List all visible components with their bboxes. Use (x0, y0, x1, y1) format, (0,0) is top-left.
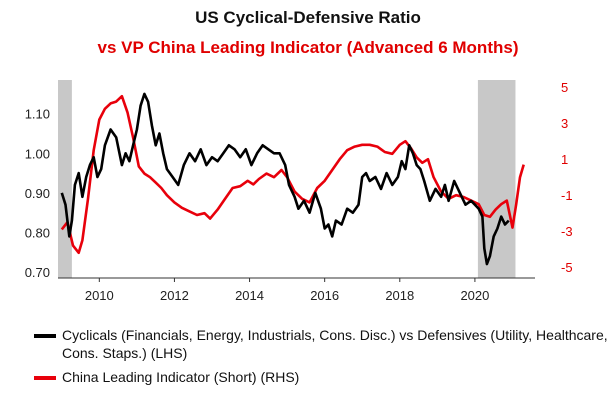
y-left-tick-label: 0.90 (25, 186, 50, 201)
shaded-period-0 (58, 80, 72, 278)
y-right-tick-label: -1 (561, 188, 573, 203)
chart-axes: 0.70 0.80 0.90 1.00 1.10 -5 -3 -1 1 3 5 2010 2012 201… (25, 80, 573, 303)
chart-subtitle: vs VP China Leading Indicator (Advanced … (97, 38, 519, 57)
legend-label-cyclicals: Cyclicals (Financials, Energy, Industria… (62, 327, 608, 361)
legend-item-cyclicals: Cyclicals (Financials, Energy, Industria… (34, 326, 616, 362)
series-line-china (60, 94, 525, 255)
x-tick-label: 2012 (160, 288, 189, 303)
y-right-tick-label: 5 (561, 80, 568, 95)
y-left-tick-label: 1.10 (25, 107, 50, 122)
y-left-tick-label: 0.80 (25, 225, 50, 240)
x-tick-label: 2014 (235, 288, 264, 303)
y-left-tick-label: 1.00 (25, 146, 50, 161)
y-right-tick-label: 1 (561, 152, 568, 167)
chart-legend: Cyclicals (Financials, Energy, Industria… (34, 326, 616, 386)
x-tick-label: 2020 (460, 288, 489, 303)
legend-swatch-cyclicals (34, 334, 56, 338)
legend-item-china: China Leading Indicator (Short) (RHS) (34, 368, 616, 386)
x-tick-label: 2010 (85, 288, 114, 303)
legend-swatch-china (34, 376, 56, 380)
y-left-tick-label: 0.70 (25, 265, 50, 280)
y-right-tick-label: 3 (561, 116, 568, 131)
chart-title: US Cyclical-Defensive Ratio (195, 8, 421, 27)
legend-label-china: China Leading Indicator (Short) (RHS) (62, 369, 300, 385)
chart-series (60, 92, 525, 266)
x-tick-label: 2016 (310, 288, 339, 303)
series-line-cyclicals (60, 92, 510, 266)
y-right-tick-label: -3 (561, 224, 573, 239)
x-tick-label: 2018 (385, 288, 414, 303)
y-right-tick-label: -5 (561, 260, 573, 275)
